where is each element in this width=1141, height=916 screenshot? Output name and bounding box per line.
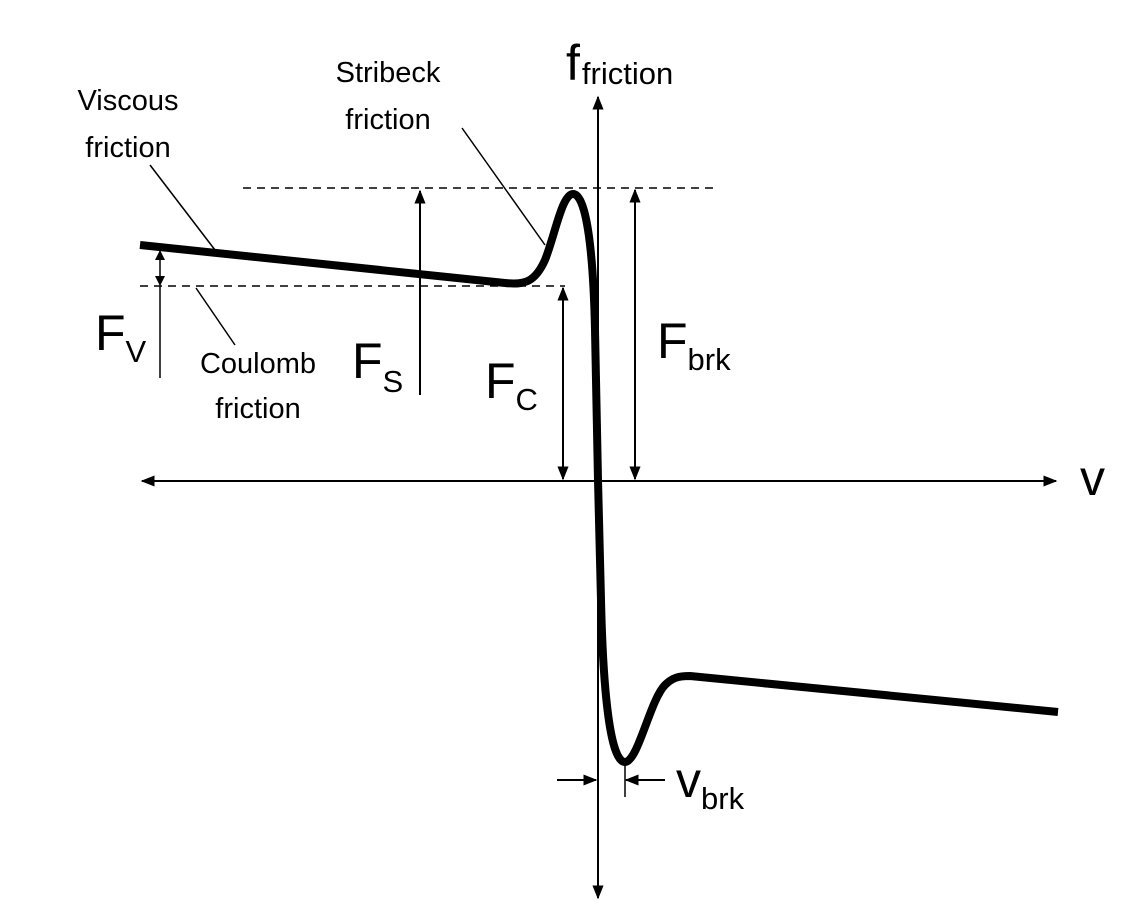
stribeck-label-line2: friction	[345, 104, 430, 136]
stribeck-label: Stribeck	[336, 57, 441, 89]
viscous-label: Viscous	[77, 85, 178, 117]
y-axis-label: ffriction	[566, 35, 673, 91]
fc-label: FC	[485, 353, 538, 417]
x-axis-label: v	[1080, 450, 1105, 506]
stribeck-leader-line	[461, 127, 546, 246]
friction-curve	[139, 190, 1059, 766]
fs-label: FS	[352, 333, 403, 399]
coulomb-leader-line	[195, 287, 236, 346]
viscous-leader-line	[149, 164, 216, 251]
viscous-label-line2: friction	[85, 132, 170, 164]
coulomb-label: Coulomb	[200, 348, 316, 380]
coulomb-label-line2: friction	[215, 393, 300, 425]
fv-label: FV	[95, 305, 147, 369]
fbrk-label: Fbrk	[657, 313, 731, 377]
vbrk-label: vbrk	[676, 752, 745, 816]
